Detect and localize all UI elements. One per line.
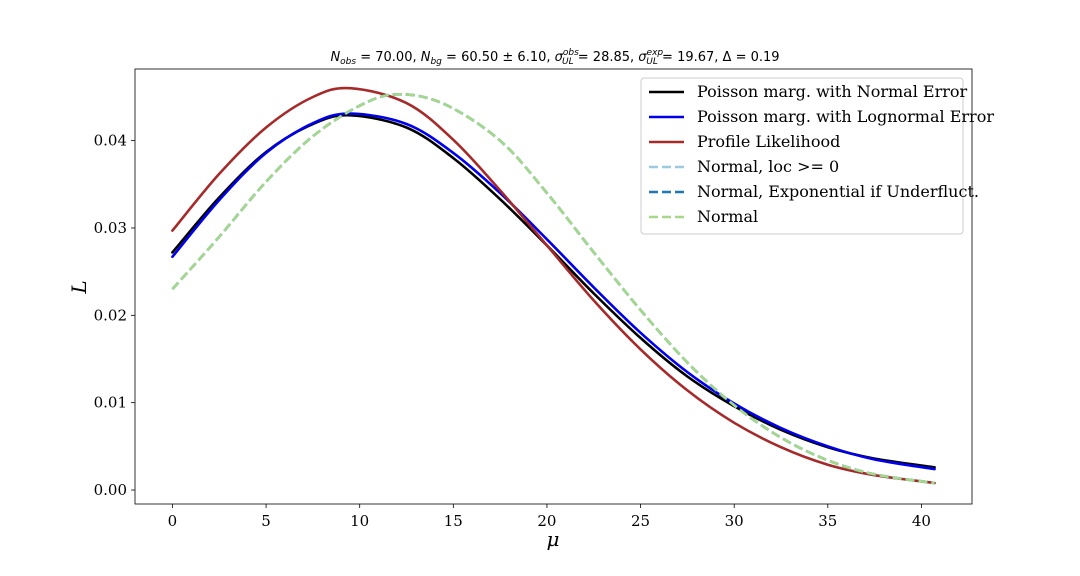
x-tick-label: 5 (261, 512, 271, 530)
y-tick-label: 0.03 (94, 219, 127, 237)
legend-label: Normal (697, 207, 758, 226)
series-line-6 (171, 92, 935, 485)
x-tick-label: 40 (912, 512, 931, 530)
legend-frame (640, 77, 964, 235)
x-tick-label: 20 (537, 512, 556, 530)
y-axis-label: L (67, 280, 91, 294)
x-tick-label: 30 (725, 512, 744, 530)
x-tick-label: 25 (631, 512, 650, 530)
series-line-3 (171, 86, 936, 485)
y-tick-label: 0.02 (94, 306, 127, 324)
x-tick-label: 35 (818, 512, 837, 530)
legend-label: Profile Likelihood (697, 132, 840, 151)
x-axis-label: μ (547, 527, 560, 551)
plot-area (171, 86, 936, 485)
legend-label: Normal, Exponential if Underfluct. (697, 182, 979, 201)
legend-label: Normal, loc >= 0 (697, 157, 839, 176)
x-tick-label: 15 (444, 512, 463, 530)
series-line-2 (171, 112, 936, 471)
y-tick-label: 0.01 (94, 394, 127, 412)
x-tick-label: 10 (350, 512, 369, 530)
legend-label: Poisson marg. with Normal Error (697, 82, 968, 101)
x-axis-ticks: 0 5 10 15 20 25 30 35 40 (168, 504, 931, 530)
y-tick-label: 0.00 (94, 481, 127, 499)
x-tick-label: 0 (168, 512, 178, 530)
legend: Poisson marg. with Normal Error Poisson m… (640, 77, 994, 235)
axes-frame (134, 68, 973, 505)
y-tick-label: 0.04 (94, 132, 127, 150)
y-axis-ticks: 0.00 0.01 0.02 0.03 0.04 (94, 132, 135, 499)
chart-title: Nobs = 70.00, Nbg = 60.50 ± 6.10, σobs UL… (330, 48, 779, 67)
legend-label: Poisson marg. with Lognormal Error (697, 107, 994, 126)
